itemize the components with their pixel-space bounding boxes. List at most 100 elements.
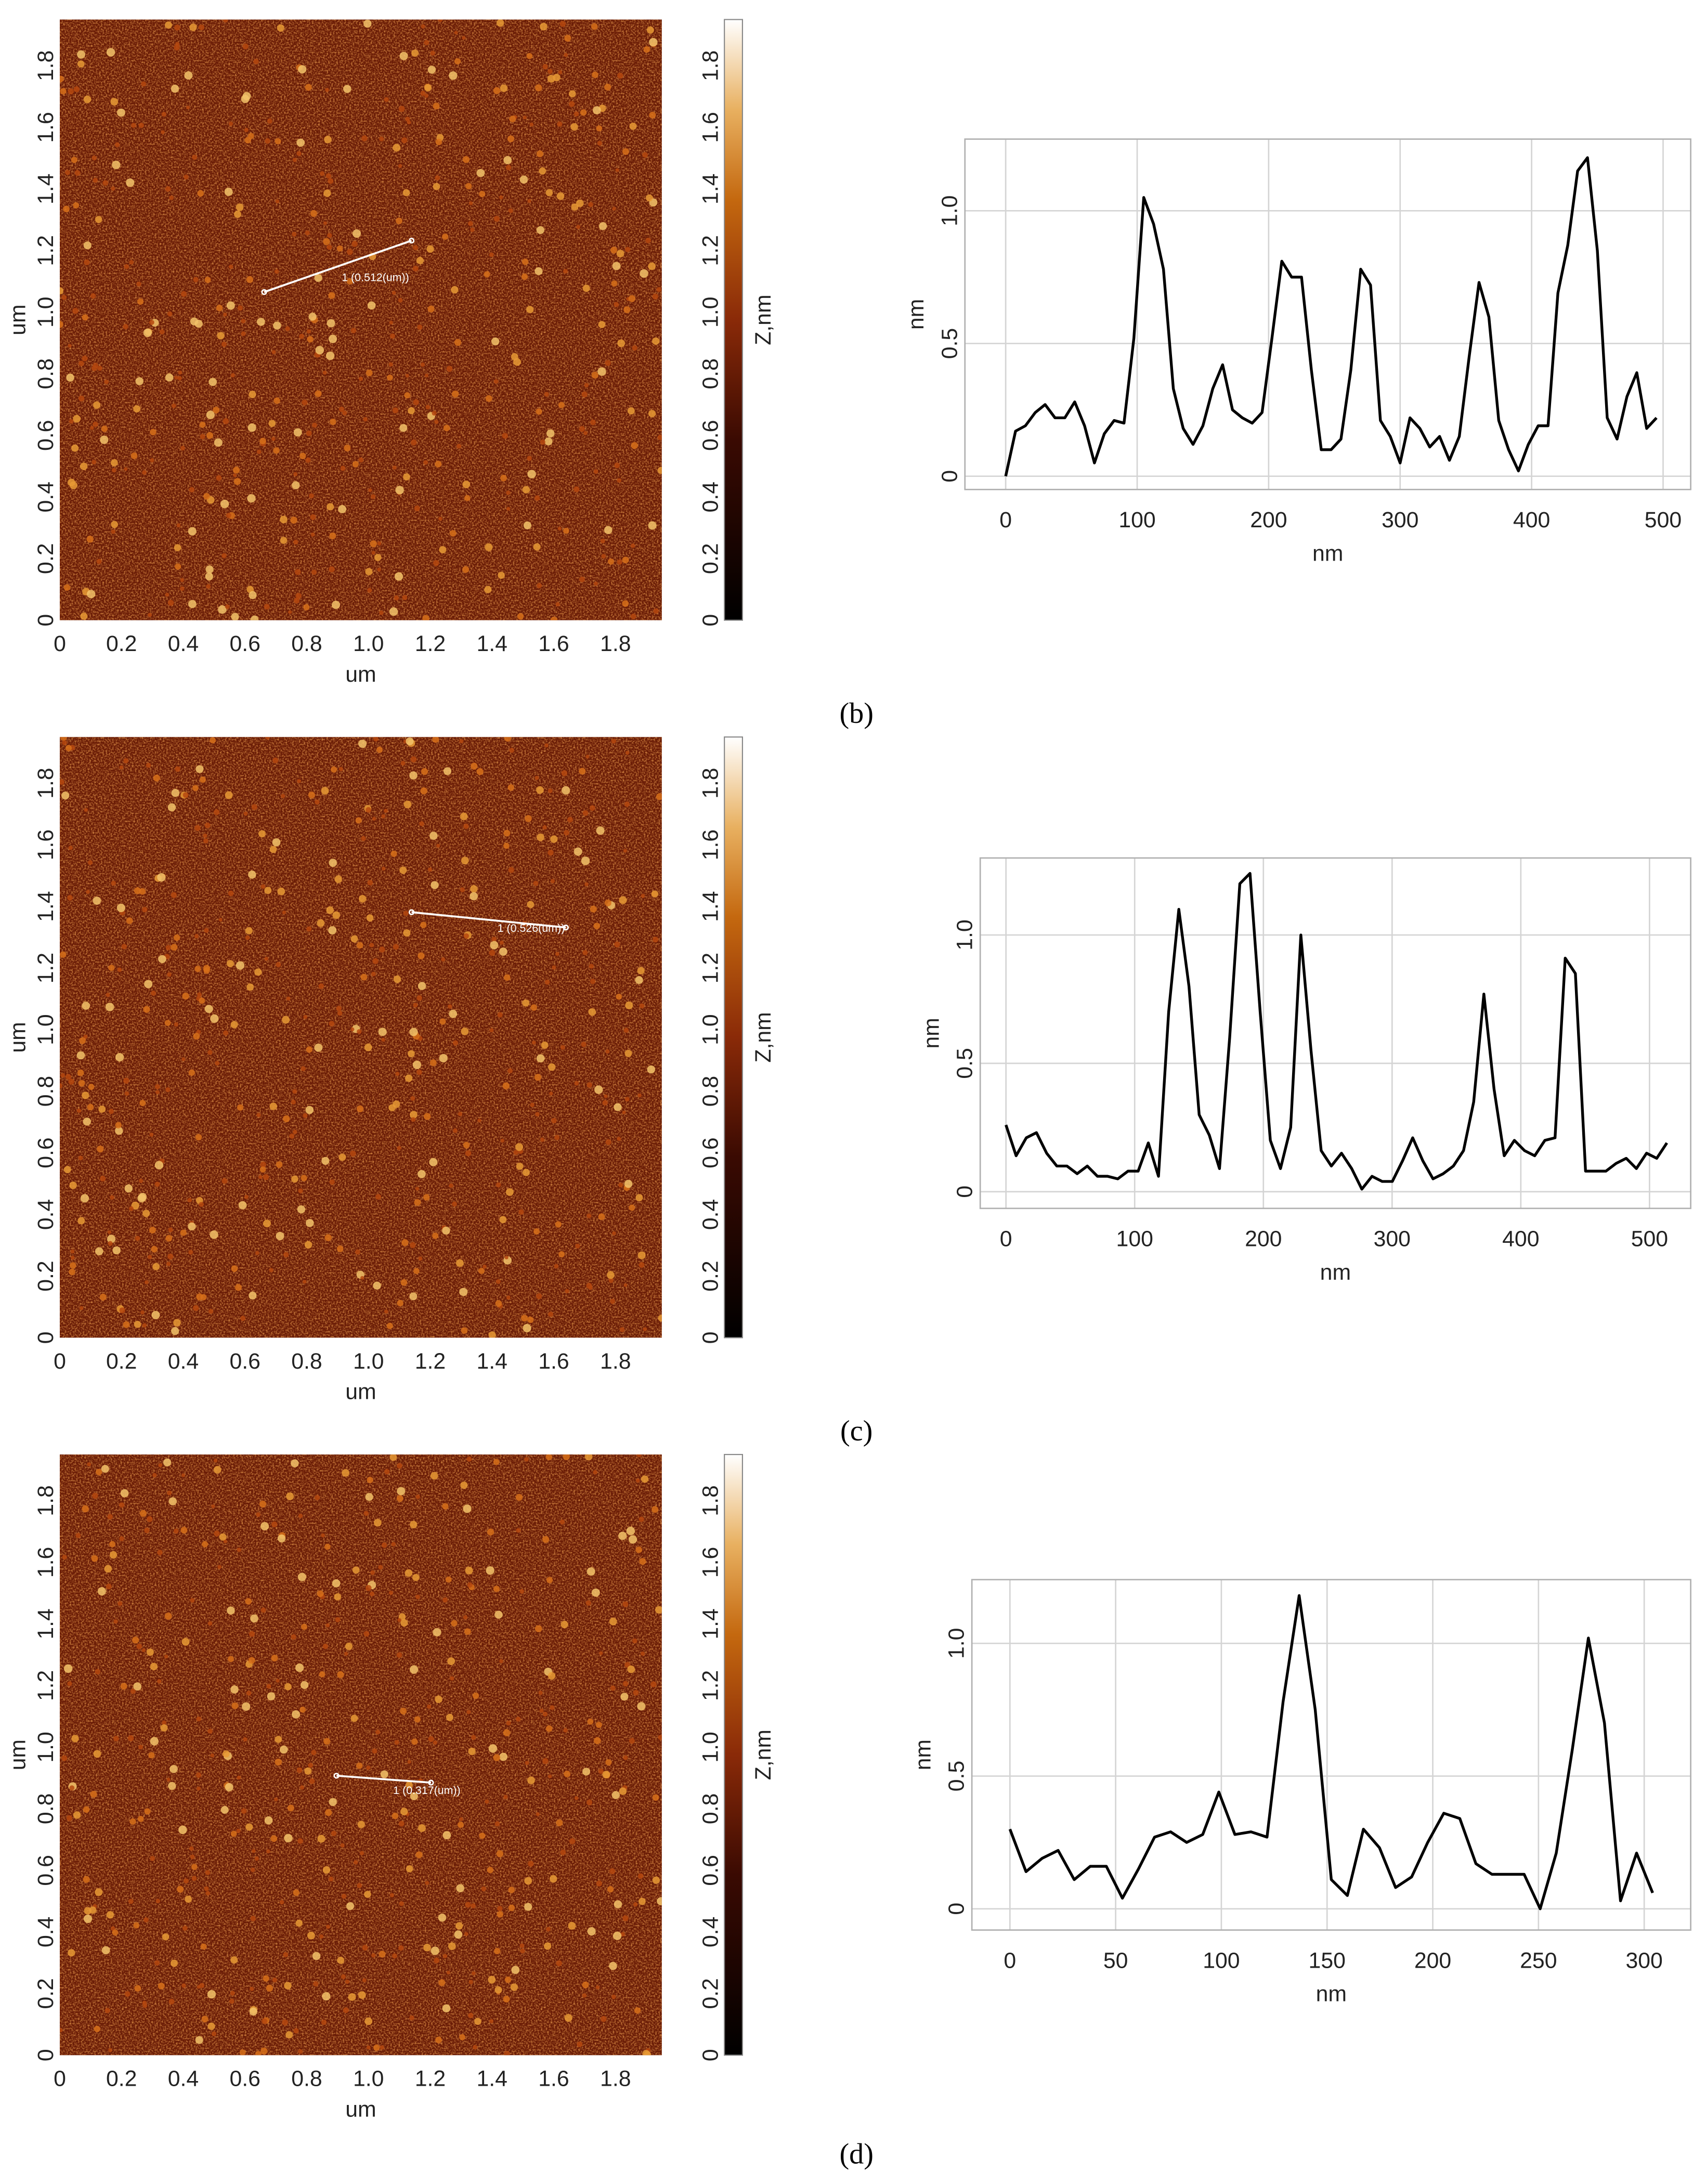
particle — [168, 1782, 176, 1790]
particle — [261, 2047, 268, 2055]
particle — [635, 1546, 642, 1553]
particle — [486, 1566, 494, 1575]
particle — [277, 24, 284, 32]
particle — [338, 406, 345, 412]
particle — [516, 1528, 521, 1533]
particle — [355, 1249, 360, 1255]
particle — [173, 1319, 181, 1327]
particle — [227, 1606, 235, 1615]
particle — [249, 591, 257, 600]
particle — [77, 1217, 85, 1225]
particle — [328, 334, 337, 343]
particle — [363, 417, 368, 422]
particle — [635, 976, 643, 984]
particle — [455, 1922, 463, 1930]
particle — [600, 538, 605, 543]
particle — [381, 1542, 387, 1548]
particle — [423, 1944, 431, 1952]
particle — [142, 906, 148, 913]
particle — [447, 1657, 455, 1666]
particle — [188, 1069, 195, 1076]
particle — [611, 738, 616, 744]
x-axis-label: um — [345, 1380, 376, 1405]
particle — [559, 21, 566, 27]
x-tick-label: 0.4 — [168, 1349, 199, 1374]
particle — [587, 1927, 596, 1936]
particle — [144, 980, 153, 989]
particle — [484, 271, 490, 278]
particle — [94, 2025, 100, 2033]
particle — [115, 1127, 123, 1135]
particle — [77, 1069, 84, 1076]
particle — [361, 836, 366, 841]
particle — [161, 111, 166, 117]
particle — [328, 178, 334, 184]
particle — [622, 1110, 626, 1114]
particle — [393, 944, 399, 950]
particle — [371, 971, 376, 977]
particle — [175, 766, 181, 772]
particle — [546, 1927, 551, 1932]
particle — [319, 1934, 324, 1939]
particle — [524, 1457, 529, 1462]
particle — [433, 560, 439, 566]
particle — [596, 826, 605, 835]
particle — [87, 1462, 92, 1466]
particle — [411, 439, 417, 446]
particle — [165, 21, 172, 29]
particle — [619, 1327, 625, 1332]
particle — [508, 1887, 515, 1893]
particle — [357, 1883, 362, 1888]
particle — [409, 1292, 418, 1301]
particle — [275, 199, 280, 204]
particle — [518, 1209, 524, 1215]
particle — [433, 1740, 438, 1745]
particle — [350, 1027, 355, 1032]
particle — [504, 1255, 509, 1259]
particle — [228, 121, 233, 126]
particle — [617, 73, 623, 79]
particle — [108, 2048, 113, 2052]
particle — [618, 1182, 623, 1188]
particle — [468, 2012, 474, 2019]
particle — [434, 1957, 440, 1964]
colorbar-tick-label: 0.6 — [698, 1855, 723, 1886]
particle — [151, 990, 156, 996]
particle — [100, 435, 109, 444]
particle — [250, 1867, 255, 1873]
particle — [246, 1691, 252, 1696]
particle — [282, 1016, 290, 1024]
colorbar-tick-label: 1.2 — [698, 953, 723, 983]
particle — [612, 1231, 616, 1236]
particle — [493, 216, 500, 222]
x-tick-label: 0.4 — [168, 2066, 199, 2091]
particle — [110, 459, 118, 466]
particle — [144, 1808, 151, 1815]
x-tick-label: 1.2 — [415, 1349, 446, 1374]
particle — [223, 1750, 230, 1758]
particle — [71, 444, 79, 452]
particle — [571, 203, 579, 211]
particle — [174, 24, 180, 31]
particle — [272, 838, 281, 847]
particle — [142, 1210, 150, 1217]
particle — [414, 1716, 421, 1723]
particle — [393, 465, 397, 470]
particle — [286, 996, 291, 1001]
particle — [474, 2018, 481, 2025]
particle — [95, 1888, 103, 1896]
particle — [67, 895, 73, 901]
particle — [106, 1911, 114, 1919]
particle — [66, 1815, 72, 1821]
particle — [617, 339, 626, 347]
particle — [366, 369, 373, 376]
particle — [220, 1806, 229, 1814]
particle — [281, 794, 285, 798]
particle — [176, 523, 181, 528]
particle — [203, 493, 210, 500]
particle — [277, 887, 285, 895]
particle — [325, 351, 335, 360]
particle — [363, 1511, 369, 1516]
particle — [190, 317, 199, 326]
particle — [185, 1895, 192, 1903]
